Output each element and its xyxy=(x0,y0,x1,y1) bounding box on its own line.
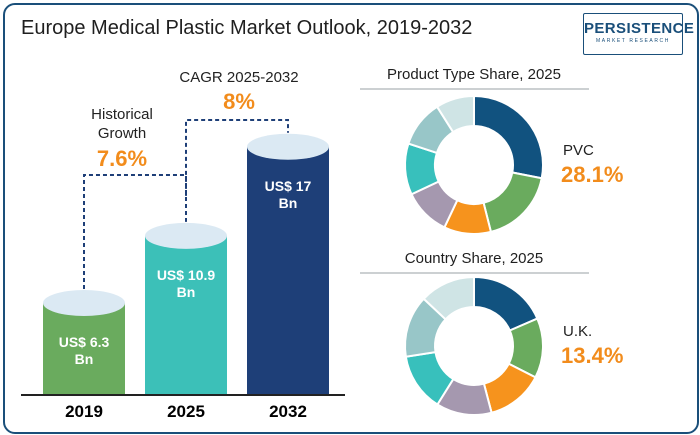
growth-connector xyxy=(83,174,187,290)
bar-value-line: US$ 6.3 xyxy=(59,334,110,350)
donut-highlight-value: 13.4% xyxy=(561,343,623,368)
donut-slice xyxy=(473,94,545,180)
brand-logo: PERSISTENCE MARKET RESEARCH xyxy=(583,13,695,55)
bar-value-unit: Bn xyxy=(177,284,196,300)
bar-top-2019 xyxy=(43,290,125,317)
product-type-donut: Product Type Share, 2025 PVC 28.1% xyxy=(360,66,623,235)
donut-highlight-label: PVC xyxy=(563,142,594,159)
x-tick-label: 2025 xyxy=(167,402,205,421)
bar-value-unit: Bn xyxy=(279,195,298,211)
bar-value-unit: Bn xyxy=(75,351,94,367)
bar-2032 xyxy=(247,146,329,395)
bar-2025 xyxy=(145,235,227,395)
bar-top-2032 xyxy=(247,133,329,160)
page-title: Europe Medical Plastic Market Outlook, 2… xyxy=(21,17,473,39)
donut-slice xyxy=(422,275,475,321)
bar-value-label: US$ 17 Bn xyxy=(265,178,312,211)
donut-slice xyxy=(482,171,543,234)
donut-highlight-label: U.K. xyxy=(563,323,592,340)
bar-value-label: US$ 6.3 Bn xyxy=(59,334,110,367)
bar-value-label: US$ 10.9 Bn xyxy=(157,267,216,300)
x-tick-label: 2032 xyxy=(269,402,307,421)
donut-highlight-value: 28.1% xyxy=(561,162,623,187)
bar-2019 xyxy=(43,303,125,395)
x-tick-label: 2019 xyxy=(65,402,103,421)
historical-growth-value: 7.6% xyxy=(97,146,147,171)
cagr-label: CAGR 2025-2032 xyxy=(179,69,298,86)
historical-growth-label: Historical Growth xyxy=(91,106,153,142)
annotation-line: Growth xyxy=(98,125,146,142)
infographic-frame: Europe Medical Plastic Market Outlook, 2… xyxy=(3,3,699,434)
annotation-line: Historical xyxy=(91,106,153,123)
bar-value-line: US$ 10.9 xyxy=(157,267,216,283)
country-donut: Country Share, 2025 U.K. 13.4% xyxy=(360,250,623,416)
donut-title: Product Type Share, 2025 xyxy=(387,66,561,83)
donut-slice xyxy=(435,94,475,134)
logo-tagline: MARKET RESEARCH xyxy=(596,38,670,44)
bar-value-line: US$ 17 xyxy=(265,178,312,194)
bar-top-2025 xyxy=(145,222,227,249)
donut-title: Country Share, 2025 xyxy=(405,250,543,267)
cagr-connector xyxy=(185,119,289,196)
cagr-value: 8% xyxy=(223,89,255,114)
logo-wordmark: PERSISTENCE xyxy=(584,20,695,37)
